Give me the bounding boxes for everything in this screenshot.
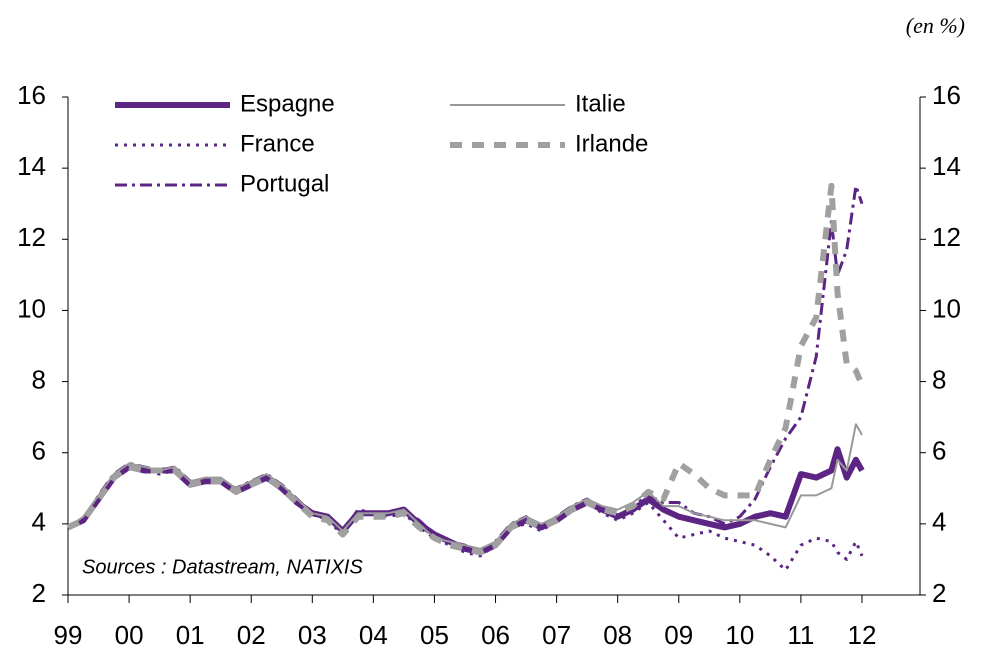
y-tick-label: 12 (17, 222, 46, 252)
legend-label: Italie (575, 90, 626, 117)
series-line (67, 465, 864, 572)
y2-tick-label: 10 (932, 293, 961, 323)
legend-label: France (240, 130, 315, 157)
y2-tick-label: 2 (932, 578, 946, 608)
y2-tick-label: 4 (932, 507, 946, 537)
x-tick-label: 10 (725, 620, 754, 650)
y-tick-label: 14 (17, 151, 46, 181)
x-tick-label: 08 (603, 620, 632, 650)
x-tick-label: 99 (54, 620, 83, 650)
legend-label: Espagne (240, 90, 335, 117)
y2-tick-label: 16 (932, 80, 961, 110)
y-tick-label: 10 (17, 293, 46, 323)
legend-label: Irlande (575, 130, 648, 157)
x-tick-label: 07 (542, 620, 571, 650)
y-tick-label: 4 (32, 507, 46, 537)
x-tick-label: 00 (115, 620, 144, 650)
series-line (66, 182, 865, 556)
y-tick-label: 2 (32, 578, 46, 608)
x-tick-label: 12 (848, 620, 877, 650)
x-tick-label: 09 (664, 620, 693, 650)
y2-tick-label: 12 (932, 222, 961, 252)
x-tick-label: 03 (298, 620, 327, 650)
x-tick-label: 11 (787, 620, 814, 650)
series-line (67, 184, 864, 554)
y2-tick-label: 6 (932, 436, 946, 466)
legend-label: Portugal (240, 170, 329, 197)
unit-note: (en %) (906, 13, 965, 38)
series-line (66, 446, 865, 556)
x-tick-label: 02 (237, 620, 266, 650)
y-tick-label: 8 (32, 364, 46, 394)
y2-tick-label: 14 (932, 151, 961, 181)
y-tick-label: 6 (32, 436, 46, 466)
y-tick-label: 16 (17, 80, 46, 110)
x-tick-label: 04 (359, 620, 388, 650)
source-note: Sources : Datastream, NATIXIS (82, 556, 363, 578)
x-tick-label: 01 (176, 620, 205, 650)
y2-tick-label: 8 (932, 364, 946, 394)
x-tick-label: 06 (481, 620, 510, 650)
x-tick-label: 05 (420, 620, 449, 650)
series-line (67, 423, 863, 550)
